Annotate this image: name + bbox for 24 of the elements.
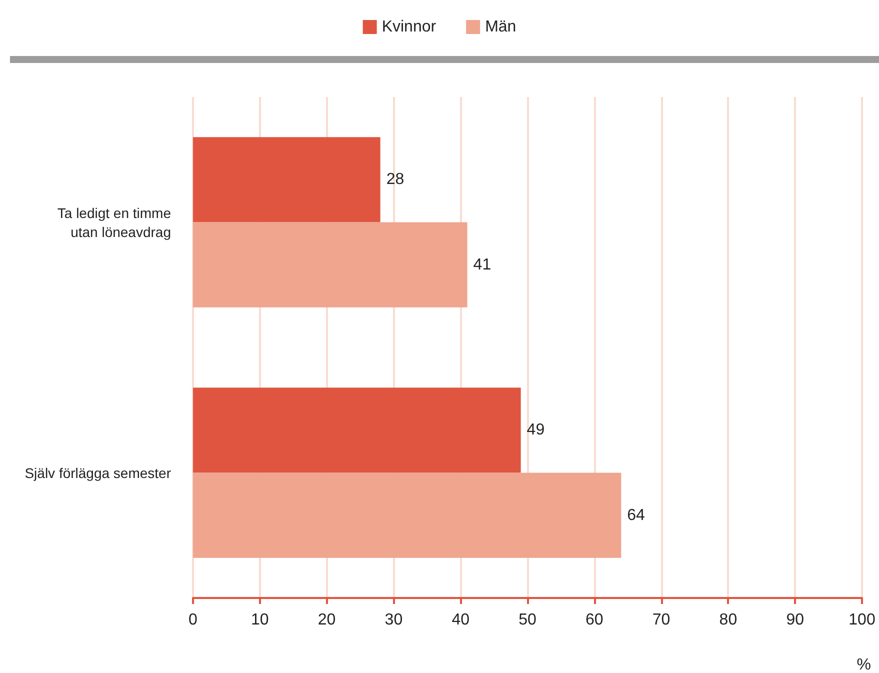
x-tick-label: 30 xyxy=(384,612,403,628)
bar xyxy=(193,222,468,308)
legend-label: Män xyxy=(485,18,516,36)
data-label: 28 xyxy=(386,171,404,188)
x-tick-label: 100 xyxy=(848,612,876,628)
x-tick-label: 60 xyxy=(586,612,604,628)
x-tick-label: 0 xyxy=(188,612,198,628)
x-tick-label: 50 xyxy=(518,612,536,628)
data-label: 41 xyxy=(473,256,492,274)
y-tick-label: Ta ledigt en timme utan löneavdrag xyxy=(57,204,172,240)
data-label: 64 xyxy=(627,506,646,524)
x-tick-label: 90 xyxy=(786,612,804,628)
x-tick-label: 70 xyxy=(652,612,670,628)
legend-label: Kvinnor xyxy=(382,18,437,36)
y-tick-label: Själv förlägga semester xyxy=(24,464,172,481)
bar xyxy=(193,137,380,222)
x-tick-label: 40 xyxy=(452,612,470,628)
x-tick-label: 20 xyxy=(318,612,336,628)
bar xyxy=(193,472,622,558)
data-label: 49 xyxy=(526,422,545,439)
x-tick-label: 10 xyxy=(251,612,269,628)
x-tick-label: 80 xyxy=(719,612,738,628)
bar xyxy=(193,388,521,473)
x-axis-title: % xyxy=(856,656,872,673)
